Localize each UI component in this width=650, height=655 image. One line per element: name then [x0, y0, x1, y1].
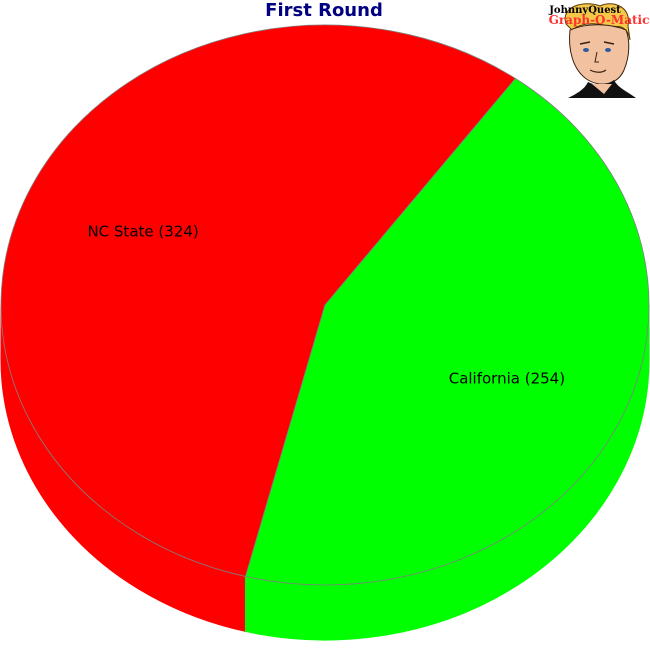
pie-slice-california	[245, 77, 650, 586]
graph-o-matic-logo: JohnnyQuest Graph-O-Matic	[548, 3, 650, 98]
slice-label-california: California (254)	[449, 370, 565, 388]
slice-label-nc-state: NC State (324)	[87, 222, 198, 240]
slice-labels: NC State (324) California (254)	[87, 222, 565, 387]
pie-slice-nc-state	[0, 24, 517, 577]
chart-title: First Round	[265, 0, 383, 21]
pie-slices	[0, 24, 650, 641]
boy-face-icon	[564, 3, 636, 98]
logo-line1: JohnnyQuest	[548, 5, 621, 16]
logo-line2: Graph-O-Matic	[549, 13, 650, 27]
